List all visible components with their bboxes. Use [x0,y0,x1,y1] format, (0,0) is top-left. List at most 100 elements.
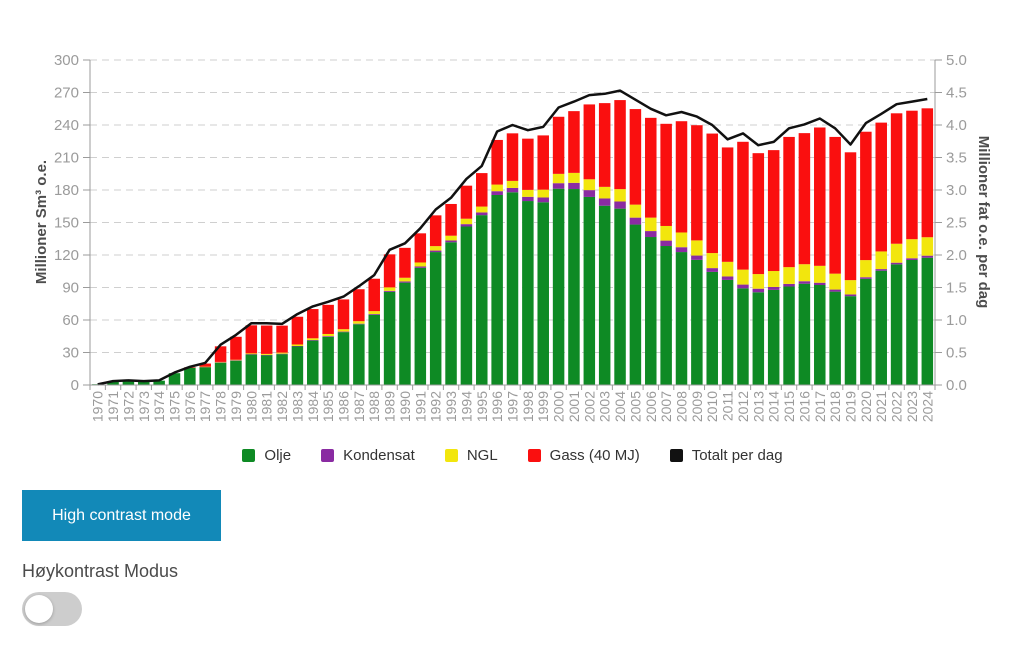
svg-text:1991: 1991 [412,391,428,422]
legend-label: Kondensat [343,447,415,464]
svg-text:2013: 2013 [750,391,766,422]
svg-text:2022: 2022 [889,391,905,422]
svg-text:2.0: 2.0 [946,247,967,264]
svg-text:2023: 2023 [904,391,920,422]
svg-text:2008: 2008 [674,391,690,422]
svg-text:3.5: 3.5 [946,150,967,167]
svg-text:1988: 1988 [366,391,382,422]
svg-text:Millioner Sm³ o.e.: Millioner Sm³ o.e. [33,160,50,284]
svg-text:1998: 1998 [520,391,536,422]
svg-text:180: 180 [54,182,79,199]
svg-text:5.0: 5.0 [946,52,967,69]
svg-text:2011: 2011 [720,391,736,421]
legend-label: Gass (40 MJ) [549,447,640,464]
svg-text:240: 240 [54,117,79,134]
svg-text:0.0: 0.0 [946,377,967,394]
production-chart: 0 30 60 90 120 150 180 210 240 270 300 0.0 0.5 1.0 1.5… [33,52,992,422]
svg-text:1979: 1979 [228,391,244,422]
svg-text:1978: 1978 [213,391,229,422]
svg-text:0: 0 [71,377,79,394]
chart-canvas: 0 30 60 90 120 150 180 210 240 270 300 0.0 0.5 1.0 1.5… [33,52,992,422]
legend-item-totalt-per-dag[interactable]: Totalt per dag [669,447,783,464]
svg-text:60: 60 [62,312,79,329]
svg-text:2009: 2009 [689,391,705,422]
svg-text:1973: 1973 [136,391,152,422]
svg-text:1986: 1986 [336,391,352,422]
svg-text:1980: 1980 [243,391,259,422]
svg-text:1990: 1990 [397,391,413,422]
svg-text:2002: 2002 [581,391,597,422]
svg-text:270: 270 [54,85,79,102]
legend-item-olje[interactable]: Olje [242,447,291,464]
svg-text:1971: 1971 [105,391,121,422]
svg-text:2020: 2020 [858,391,874,422]
svg-text:4.5: 4.5 [946,85,967,102]
svg-text:2.5: 2.5 [946,215,967,232]
high-contrast-toggle[interactable] [22,592,82,626]
svg-text:2007: 2007 [658,391,674,422]
svg-text:1976: 1976 [182,391,198,422]
svg-text:1992: 1992 [428,391,444,422]
svg-text:2017: 2017 [812,391,828,422]
svg-text:1972: 1972 [120,391,136,422]
legend-item-gass[interactable]: Gass (40 MJ) [527,447,640,464]
svg-text:1.0: 1.0 [946,312,967,329]
svg-text:2016: 2016 [796,391,812,422]
gass-swatch-icon [527,449,541,462]
svg-text:150: 150 [54,215,79,232]
high-contrast-toggle-label: Høykontrast Modus [22,561,179,581]
svg-text:90: 90 [62,280,79,297]
svg-text:2024: 2024 [919,391,935,422]
svg-text:1974: 1974 [151,391,167,422]
svg-text:2012: 2012 [735,391,751,422]
svg-text:2014: 2014 [766,391,782,422]
svg-text:1993: 1993 [443,391,459,422]
svg-text:0.5: 0.5 [946,345,967,362]
svg-text:4.0: 4.0 [946,117,967,134]
ngl-swatch-icon [444,449,458,462]
legend-label: Totalt per dag [691,447,783,464]
svg-text:1995: 1995 [474,391,490,422]
svg-text:1982: 1982 [274,391,290,422]
svg-text:1996: 1996 [489,391,505,422]
svg-text:1981: 1981 [259,391,275,422]
svg-text:300: 300 [54,52,79,69]
high-contrast-button[interactable]: High contrast mode [22,490,221,541]
svg-text:210: 210 [54,150,79,167]
legend-item-ngl[interactable]: NGL [444,447,498,464]
svg-text:1977: 1977 [197,391,213,422]
totalt-swatch-icon [669,449,683,462]
svg-text:1999: 1999 [535,391,551,422]
svg-text:2003: 2003 [597,391,613,422]
svg-text:1985: 1985 [320,391,336,422]
svg-text:1975: 1975 [167,391,183,422]
svg-text:1987: 1987 [351,391,367,422]
svg-text:2015: 2015 [781,391,797,422]
svg-text:1970: 1970 [90,391,106,422]
svg-text:1.5: 1.5 [946,280,967,297]
svg-text:1984: 1984 [305,391,321,422]
svg-text:2018: 2018 [827,391,843,422]
svg-text:1989: 1989 [382,391,398,422]
svg-text:2000: 2000 [551,391,567,422]
svg-text:Millioner fat o.e. per dag: Millioner fat o.e. per dag [975,136,992,309]
svg-text:1983: 1983 [289,391,305,422]
svg-text:2001: 2001 [566,391,582,422]
svg-text:3.0: 3.0 [946,182,967,199]
svg-text:2010: 2010 [704,391,720,422]
svg-text:120: 120 [54,247,79,264]
legend-label: Olje [264,447,292,464]
kondensat-swatch-icon [321,449,335,462]
svg-text:30: 30 [62,345,79,362]
svg-text:2019: 2019 [843,391,859,422]
svg-text:2004: 2004 [612,391,628,422]
chart-legend: Olje Kondensat NGL Gass (40 MJ) Totalt p… [90,447,935,464]
legend-item-kondensat[interactable]: Kondensat [321,447,415,464]
svg-text:2006: 2006 [643,391,659,422]
svg-text:1997: 1997 [505,391,521,422]
svg-text:1994: 1994 [458,391,474,422]
olje-swatch-icon [242,449,256,462]
toggle-knob [25,595,53,623]
svg-text:2021: 2021 [873,391,889,422]
